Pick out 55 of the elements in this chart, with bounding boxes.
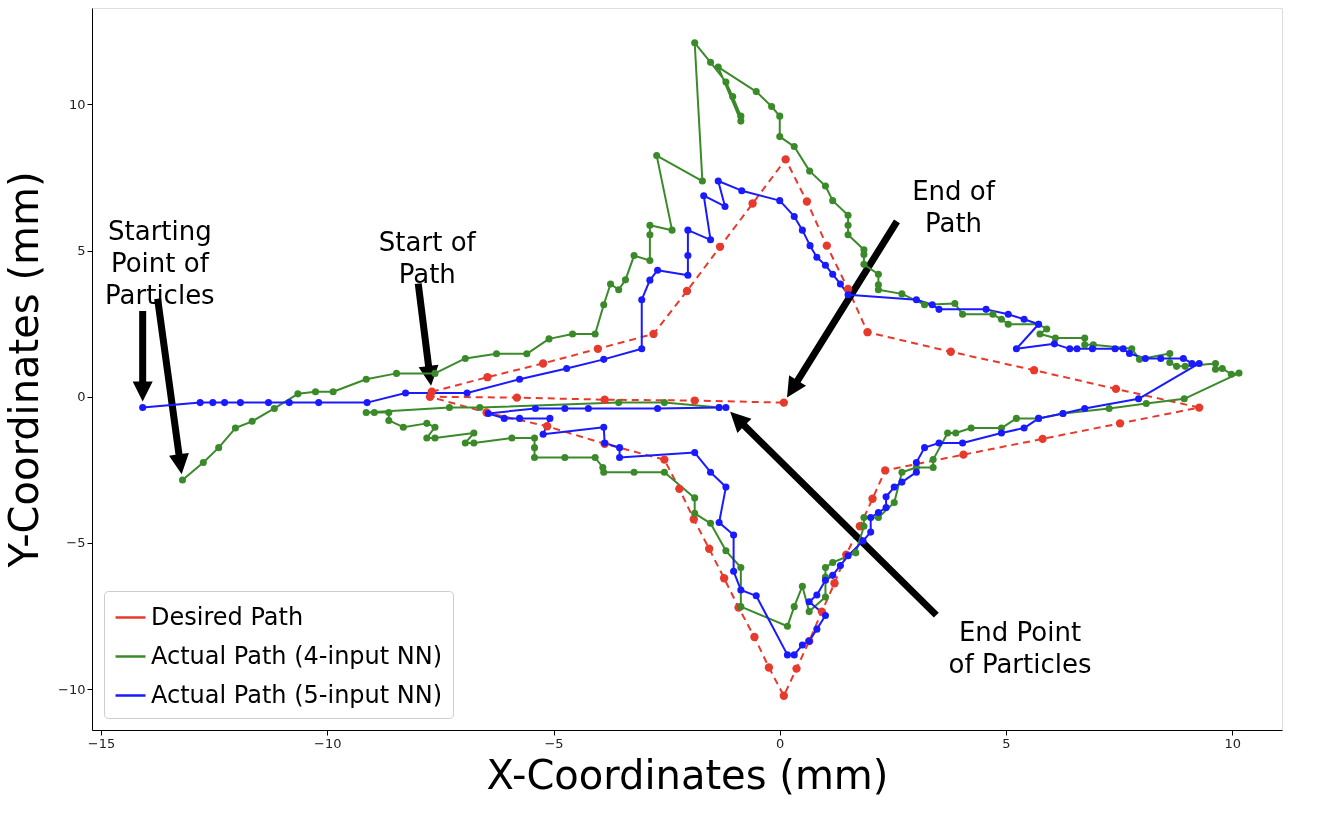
point [792,664,801,673]
point [600,395,609,404]
point [764,663,774,672]
point [802,197,812,206]
annotation: End Point of Particles [948,616,1092,679]
legend-label: Actual Path (5-input NN) [151,680,443,709]
point [946,347,955,356]
point [704,544,714,553]
point [682,286,692,296]
point [779,398,789,407]
x-tick-label: −15 [87,735,116,751]
x-axis-title: X-Coordinates (mm) [486,751,889,798]
y-tick-label: 5 [77,243,86,259]
x-tick-label: 5 [1002,735,1011,751]
y-axis-title: Y-Coordinates (mm) [1,171,48,569]
point [748,199,757,208]
x-tick-label: 10 [1224,735,1241,751]
point [868,494,877,503]
point [779,691,789,700]
point [750,632,759,642]
y-tick-label: −10 [58,681,86,697]
legend-label: Actual Path (4-input NN) [151,641,443,670]
point [483,373,492,382]
y-tick-label: 10 [68,96,86,112]
point [675,484,684,494]
point [822,241,831,250]
legend-label: Desired Path [151,602,304,631]
point [1195,403,1204,412]
annotation: Starting Point of Particles [105,216,215,311]
point [715,242,725,251]
point [538,359,548,368]
point [719,574,729,583]
y-tick-label: 0 [77,389,86,405]
point [690,396,699,405]
point [543,422,552,431]
x-tick-label: 0 [776,735,785,751]
point [1029,365,1039,375]
annotation: End of Path [912,176,996,239]
point [1038,434,1047,444]
point [959,450,968,459]
point [1111,384,1121,394]
point [830,579,839,588]
point [881,466,890,475]
point [781,155,790,164]
annotation: Start of Path [378,226,477,289]
point [425,392,435,401]
point [863,327,872,337]
point [512,393,522,402]
point [593,344,603,354]
point [1115,419,1125,428]
x-tick-label: −10 [314,735,342,751]
y-tick-label: −5 [66,535,86,551]
point [649,329,658,339]
point [660,455,669,464]
x-tick-label: −5 [544,735,564,751]
